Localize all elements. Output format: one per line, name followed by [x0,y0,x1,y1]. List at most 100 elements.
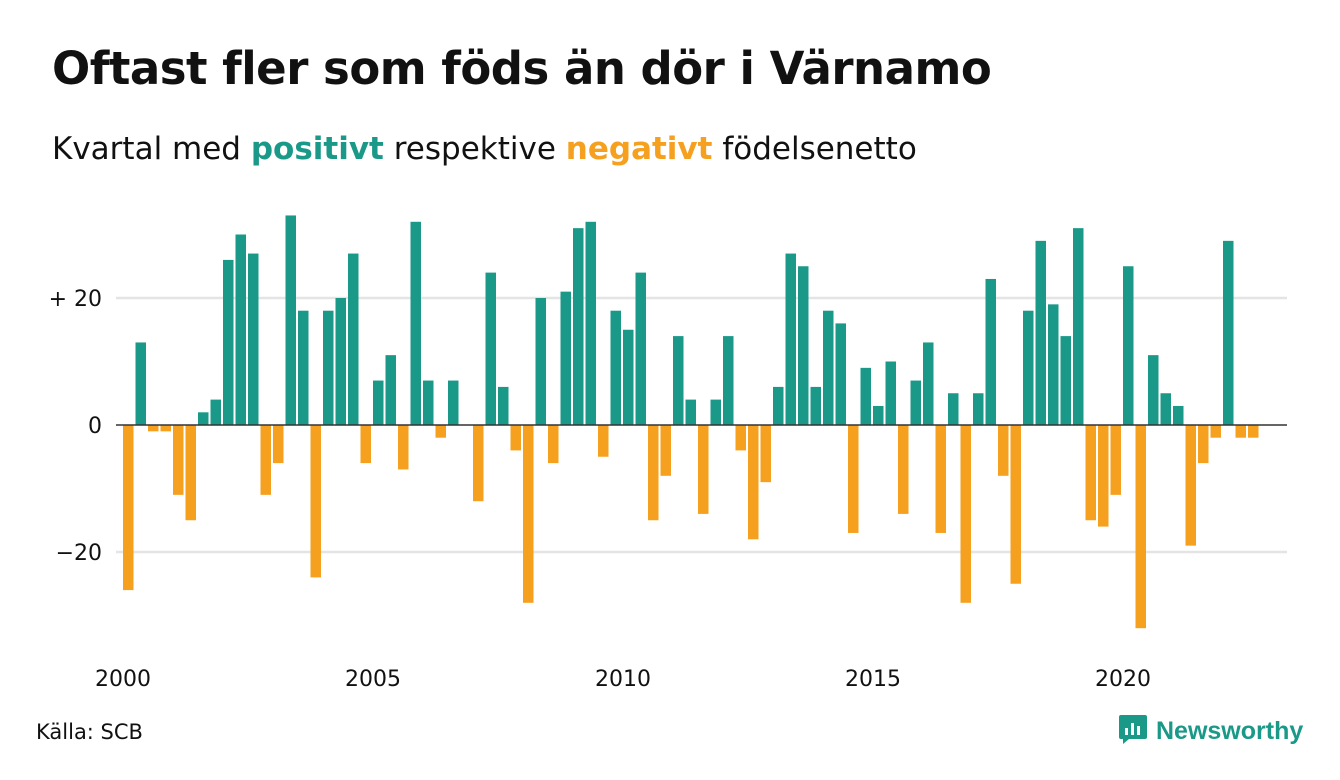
bar-positive [948,393,959,425]
bar-positive [673,336,684,425]
bar-negative [185,425,196,521]
bar-positive [823,310,834,425]
bar-negative [748,425,759,540]
bar-negative [898,425,909,514]
bar-positive [210,399,221,425]
bar-positive [885,361,896,425]
bar-positive [910,380,921,425]
y-tick-label: −20 [56,541,102,566]
bar-negative [123,425,134,591]
bar-positive [973,393,984,425]
bar-positive [1223,240,1234,425]
bar-chart: + 20 0 −20 2000 2005 2010 2015 2020 [49,215,1287,692]
bar-positive [373,380,384,425]
bar-positive [1048,304,1059,425]
bar-positive [235,234,246,425]
bar-positive [773,386,784,425]
bar-negative [148,425,159,432]
bar-negative [510,425,521,451]
x-tick-label: 2000 [95,667,151,692]
bar-positive [248,253,259,425]
bar-negative [160,425,171,432]
bar-negative [398,425,409,470]
bar-positive [798,266,809,425]
bar-positive [635,272,646,425]
x-tick-label: 2010 [595,667,651,692]
bar-positive [1160,393,1171,425]
bar-negative [1235,425,1246,438]
chart-title: Oftast fler som föds än dör i Värnamo [52,42,992,95]
bar-negative [1185,425,1196,546]
bar-negative [523,425,534,603]
bar-negative [173,425,184,495]
bar-positive [610,310,621,425]
chart-subtitle: Kvartal med positivt respektive negativt… [52,131,917,167]
bar-positive [985,278,996,425]
bar-positive [723,336,734,425]
bar-positive [560,291,571,425]
bar-negative [735,425,746,451]
bar-negative [698,425,709,514]
bar-positive [323,310,334,425]
x-tick-label: 2005 [345,667,401,692]
bar-positive [423,380,434,425]
bar-positive [448,380,459,425]
bar-negative [648,425,659,521]
bar-positive [573,228,584,425]
bar-positive [835,323,846,425]
subtitle-positive: positivt [250,131,384,167]
y-axis-labels: + 20 0 −20 [49,287,102,566]
subtitle-suffix: födelsenetto [712,131,917,167]
bar-positive [860,367,871,425]
bar-positive [785,253,796,425]
bar-positive [585,221,596,425]
bar-positive [1023,310,1034,425]
bar-positive [1035,240,1046,425]
bar-positive [198,412,209,425]
bar-positive [1173,405,1184,425]
bar-negative [273,425,284,464]
subtitle-negative: negativt [565,131,713,167]
bar-negative [1085,425,1096,521]
bars-layer [123,215,1259,629]
brand[interactable]: Newsworthy [1118,713,1303,749]
bar-positive [298,310,309,425]
bar-negative [998,425,1009,476]
bar-negative [1248,425,1259,438]
bar-negative [360,425,371,464]
bar-positive [710,399,721,425]
bar-negative [310,425,321,578]
bar-positive [623,329,634,425]
bar-negative [1010,425,1021,584]
x-tick-label: 2015 [845,667,901,692]
bar-negative [1198,425,1209,464]
bar-negative [260,425,271,495]
bar-positive [135,342,146,425]
bar-positive [223,259,234,425]
bar-positive [285,215,296,425]
source-note: Källa: SCB [36,720,143,744]
bar-positive [1148,355,1159,425]
bar-negative [935,425,946,533]
bar-negative [1110,425,1121,495]
bar-negative [548,425,559,464]
brand-name: Newsworthy [1156,716,1304,745]
bar-positive [498,386,509,425]
bar-positive [1073,228,1084,425]
bar-positive [873,405,884,425]
bar-positive [535,298,546,425]
bar-negative [1098,425,1109,527]
bar-negative [960,425,971,603]
y-tick-label: 0 [88,414,102,439]
bar-positive [923,342,934,425]
subtitle-middle: respektive [383,131,566,167]
bar-positive [485,272,496,425]
x-axis-labels: 2000 2005 2010 2015 2020 [95,667,1151,692]
bar-positive [1123,266,1134,425]
bar-negative [473,425,484,502]
bar-positive [335,298,346,425]
bar-positive [410,221,421,425]
bar-negative [760,425,771,483]
bar-positive [810,386,821,425]
newsworthy-logo-icon [1118,713,1148,749]
